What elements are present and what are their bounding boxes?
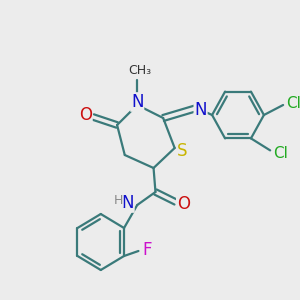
Text: Cl: Cl (286, 95, 300, 110)
Text: N: N (194, 101, 207, 119)
Text: O: O (79, 106, 92, 124)
Text: F: F (142, 241, 152, 259)
Text: N: N (131, 93, 143, 111)
Text: CH₃: CH₃ (129, 64, 152, 77)
Text: H: H (113, 194, 123, 206)
Text: O: O (177, 195, 190, 213)
Text: S: S (177, 142, 188, 160)
Text: N: N (122, 194, 134, 212)
Text: Cl: Cl (273, 146, 288, 161)
